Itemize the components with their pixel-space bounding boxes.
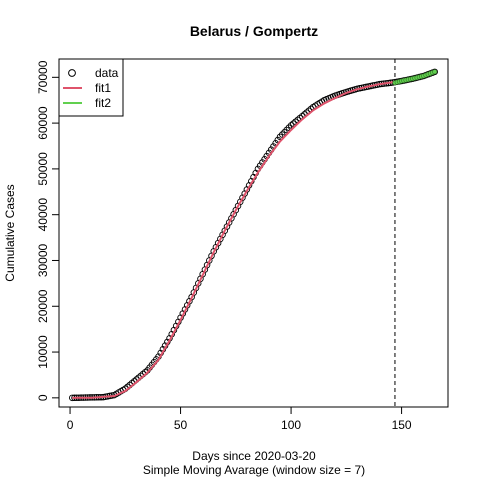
x-tick-label: 100: [281, 418, 301, 432]
data-point: [283, 126, 290, 134]
y-tick-label: 20000: [36, 289, 50, 323]
fit2-point: [432, 69, 438, 75]
x-tick-label: 50: [174, 418, 188, 432]
x-axis-sublabel: Simple Moving Avarage (window size = 7): [143, 463, 365, 477]
y-tick-label: 10000: [36, 335, 50, 369]
y-axis-label: Cumulative Cases: [3, 184, 17, 281]
data-point: [278, 131, 286, 138]
legend-data-marker: [68, 69, 76, 77]
data-point: [276, 133, 284, 141]
x-tick-label: 0: [67, 418, 74, 432]
legend-fit1-label: fit1: [95, 81, 111, 95]
legend: data fit1 fit2: [58, 58, 124, 117]
x-axis-label: Days since 2020-03-20: [192, 449, 316, 463]
y-axis: 0 10000 20000 30000 40000 50000 60000 70000: [36, 60, 60, 401]
y-tick-label: 50000: [36, 152, 50, 186]
chart-title: Belarus / Gompertz: [190, 23, 318, 39]
data-point: [285, 124, 293, 131]
legend-data-label: data: [95, 66, 119, 80]
data-point: [281, 129, 288, 136]
data-point: [287, 122, 295, 129]
x-tick-label: 150: [392, 418, 412, 432]
series-fit1-line: [72, 80, 396, 399]
legend-fit2-label: fit2: [95, 96, 111, 110]
x-axis: 0 50 100 150: [67, 406, 412, 432]
y-tick-label: 40000: [36, 198, 50, 232]
y-tick-label: 30000: [36, 243, 50, 277]
y-tick-label: 0: [36, 394, 50, 401]
y-tick-label: 60000: [36, 106, 50, 140]
y-tick-label: 70000: [36, 60, 50, 94]
series-fit2-points: [392, 69, 438, 86]
data-point: [290, 120, 297, 127]
